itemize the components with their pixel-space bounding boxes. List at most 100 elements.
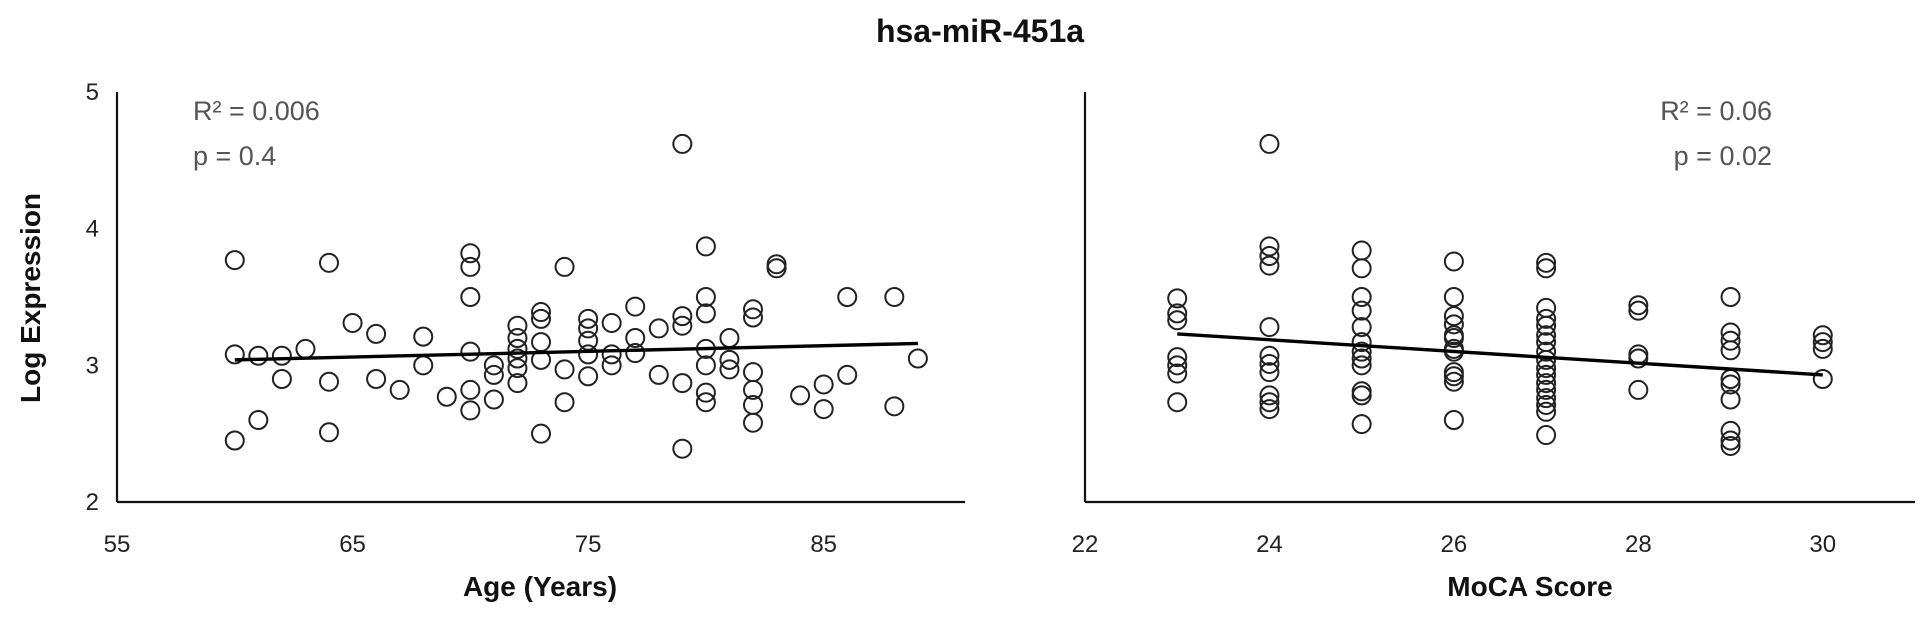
data-point bbox=[224, 344, 245, 365]
data-point bbox=[625, 328, 646, 348]
data-point bbox=[907, 348, 928, 369]
data-point bbox=[1259, 246, 1280, 266]
data-point bbox=[1351, 355, 1372, 376]
data-point bbox=[507, 348, 528, 369]
data-point bbox=[1443, 371, 1464, 392]
x-tick-label: 55 bbox=[104, 531, 131, 558]
x-axis-title: Age (Years) bbox=[463, 571, 617, 602]
data-point bbox=[672, 306, 693, 327]
data-point bbox=[1443, 314, 1464, 335]
data-point bbox=[672, 315, 693, 336]
data-point bbox=[1259, 392, 1280, 413]
x-tick-label: 26 bbox=[1441, 531, 1468, 558]
data-point bbox=[766, 254, 787, 275]
data-point bbox=[1812, 369, 1833, 389]
p-value-annotation: p = 0.4 bbox=[193, 141, 276, 171]
data-point bbox=[1536, 358, 1557, 379]
data-point bbox=[1351, 258, 1372, 279]
data-point bbox=[460, 287, 481, 307]
data-point bbox=[1167, 355, 1188, 376]
data-point bbox=[1628, 379, 1649, 400]
data-point bbox=[1443, 328, 1464, 348]
data-point bbox=[719, 349, 740, 370]
data-point bbox=[1720, 287, 1741, 307]
data-point bbox=[672, 133, 693, 154]
x-tick-label: 22 bbox=[1072, 531, 1099, 558]
data-point bbox=[1536, 341, 1557, 362]
data-point bbox=[1536, 308, 1557, 329]
data-point bbox=[483, 364, 504, 385]
data-point bbox=[601, 344, 622, 365]
data-point bbox=[813, 374, 834, 395]
data-point bbox=[1536, 315, 1557, 336]
data-point bbox=[1351, 300, 1372, 321]
data-point bbox=[1351, 240, 1372, 261]
data-point bbox=[1443, 366, 1464, 387]
data-point bbox=[413, 355, 434, 376]
data-point bbox=[460, 400, 481, 421]
data-point bbox=[1167, 363, 1188, 384]
data-point bbox=[1720, 374, 1741, 395]
data-point bbox=[601, 355, 622, 376]
data-point bbox=[884, 287, 905, 307]
data-point bbox=[531, 302, 551, 323]
data-point bbox=[1628, 300, 1649, 321]
data-point bbox=[531, 308, 551, 329]
data-point bbox=[507, 338, 528, 359]
data-point bbox=[1351, 385, 1372, 406]
data-point bbox=[578, 318, 599, 339]
data-point bbox=[1536, 258, 1557, 279]
data-point bbox=[790, 385, 811, 406]
trend-line bbox=[234, 341, 918, 362]
data-point bbox=[648, 364, 669, 385]
data-point bbox=[224, 250, 245, 271]
data-point bbox=[1167, 303, 1188, 324]
data-point bbox=[1351, 414, 1372, 435]
x-tick-label: 65 bbox=[339, 531, 366, 558]
data-point bbox=[1720, 435, 1741, 456]
data-point bbox=[531, 423, 551, 444]
data-point bbox=[1259, 345, 1280, 366]
data-point bbox=[695, 236, 716, 257]
data-point bbox=[1536, 379, 1557, 400]
data-point bbox=[695, 303, 716, 324]
data-point bbox=[224, 430, 245, 451]
data-point bbox=[319, 252, 339, 273]
data-point bbox=[554, 392, 575, 413]
data-point bbox=[837, 364, 858, 385]
data-point bbox=[743, 307, 763, 328]
data-point bbox=[413, 326, 434, 347]
data-point bbox=[1720, 330, 1741, 351]
data-point bbox=[1259, 236, 1280, 257]
x-axis-title: MoCA Score bbox=[1447, 571, 1612, 602]
data-point bbox=[1536, 373, 1557, 394]
data-point bbox=[1720, 340, 1741, 361]
data-point bbox=[319, 422, 339, 443]
data-point bbox=[813, 399, 834, 420]
data-point bbox=[1536, 349, 1557, 370]
data-point bbox=[1812, 338, 1833, 359]
data-point bbox=[578, 344, 599, 365]
data-point bbox=[1536, 252, 1557, 273]
data-point bbox=[743, 379, 763, 400]
y-tick-label: 5 bbox=[86, 79, 99, 106]
data-point bbox=[460, 256, 481, 277]
data-point bbox=[719, 328, 740, 348]
data-point bbox=[1536, 394, 1557, 415]
data-point bbox=[1351, 287, 1372, 307]
data-point bbox=[483, 355, 504, 376]
data-point bbox=[460, 341, 481, 362]
data-point bbox=[837, 287, 858, 307]
x-tick-label: 85 bbox=[810, 531, 837, 558]
y-axis-title: Log Expression bbox=[15, 193, 46, 403]
data-point bbox=[1443, 287, 1464, 307]
data-point bbox=[766, 258, 787, 279]
data-point bbox=[271, 369, 292, 389]
x-tick-label: 75 bbox=[575, 531, 602, 558]
data-point bbox=[1536, 388, 1557, 409]
data-point bbox=[460, 243, 481, 264]
data-point bbox=[743, 362, 763, 383]
data-point bbox=[1536, 364, 1557, 385]
moca-scatter-panel: 22 24 26 28 30 MoCA Score R² = 0.06 p = 0.02 bbox=[1072, 92, 1915, 602]
